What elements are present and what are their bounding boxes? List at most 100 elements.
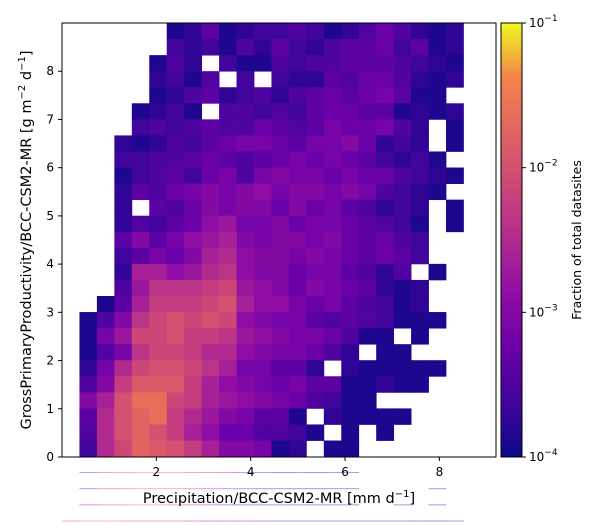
heatmap-cell [166,328,185,345]
heatmap-cell [323,328,342,345]
heatmap-cell [323,55,342,72]
heatmap-cell [219,408,237,425]
heatmap-cell [306,167,325,184]
heatmap-cell [149,279,168,297]
heatmap-cell [358,39,377,56]
colorbar [500,22,523,458]
heatmap-cell [236,103,255,120]
heatmap-cell [219,199,237,217]
heatmap-cell [96,295,115,313]
heatmap-cell [149,344,168,361]
heatmap-cell [393,231,412,249]
heatmap-cell [393,279,412,297]
heatmap-cell [271,55,290,72]
heatmap-cell [236,263,255,281]
heatmap-cell [358,135,377,152]
heatmap-cell [271,247,290,265]
heatmap-cell [376,328,395,345]
heatmap-cell [306,392,325,409]
heatmap-cell [323,344,342,361]
heatmap-cell [288,167,307,184]
heatmap-cell [271,71,290,88]
heatmap-cell [114,408,133,425]
heatmap-cell [219,440,237,457]
heatmap-cell [411,215,429,233]
heatmap-cell [149,424,168,441]
heatmap-cell [166,295,185,313]
heatmap-cell [358,312,377,329]
heatmap-cell [323,247,342,265]
heatmap-cell [236,183,255,201]
heatmap-cell [184,135,203,152]
heatmap-cell [149,231,168,249]
heatmap-cell [201,231,220,249]
heatmap-cell [96,376,115,393]
heatmap-cell [253,295,272,313]
heatmap-cell [236,55,255,72]
heatmap-cell [271,328,290,345]
heatmap-cell [219,39,237,56]
heatmap-cell [79,424,98,441]
heatmap-cell [288,199,307,217]
heatmap-cell [445,71,464,88]
heatmap-cell [341,119,360,136]
heatmap-cell [411,167,429,184]
heatmap-cell [131,167,150,184]
heatmap-cell [166,119,185,136]
heatmap-cell [341,344,360,361]
heatmap-cell [219,183,237,201]
heatmap-cell [393,312,412,329]
heatmap-cell [219,23,237,40]
heatmap-cell [149,376,168,393]
heatmap-cell [271,183,290,201]
heatmap-cell [445,215,464,233]
heatmap-cell [411,231,429,249]
heatmap-cell [411,103,429,120]
heatmap-cell [201,440,220,457]
heatmap-cell [341,312,360,329]
heatmap-cell [358,119,377,136]
heatmap-cell [428,87,447,104]
heatmap-cell [341,23,360,40]
colorbar-tick-label: 10−4 [529,448,558,464]
heatmap-cell [166,408,185,425]
heatmap-cell [376,424,395,441]
heatmap-cell [236,424,255,441]
heatmap-cell [131,215,150,233]
heatmap-cell [306,183,325,201]
heatmap-cell [149,199,168,217]
heatmap-cell [306,215,325,233]
heatmap-cell [166,424,185,441]
heatmap-cells [62,23,464,522]
heatmap-cell [445,55,464,72]
heatmap-cell [288,408,307,425]
heatmap-cell [149,87,168,104]
heatmap-cell [288,23,307,40]
heatmap-cell [428,71,447,88]
heatmap-cell [271,199,290,217]
heatmap-cell [219,135,237,152]
heatmap-cell [393,23,412,40]
heatmap-cell [96,440,115,457]
heatmap-cell [376,279,395,297]
heatmap-cell [306,295,325,313]
heatmap-cell [149,55,168,72]
heatmap-cell [166,312,185,329]
heatmap-cell [376,376,395,393]
heatmap-cell [236,151,255,168]
heatmap-cell [219,103,237,120]
heatmap-cell [184,360,203,377]
heatmap-cell [323,408,342,425]
heatmap-cell [358,392,377,409]
heatmap-cell [288,376,307,393]
y-tick-label: 7 [46,112,54,126]
heatmap-cell [184,119,203,136]
heatmap-cell [184,167,203,184]
heatmap-cell [149,360,168,377]
heatmap-cell [131,231,150,249]
heatmap-cell [201,424,220,441]
heatmap-cell [288,279,307,297]
heatmap-cell [271,135,290,152]
heatmap-cell [411,183,429,201]
heatmap-cell [236,408,255,425]
